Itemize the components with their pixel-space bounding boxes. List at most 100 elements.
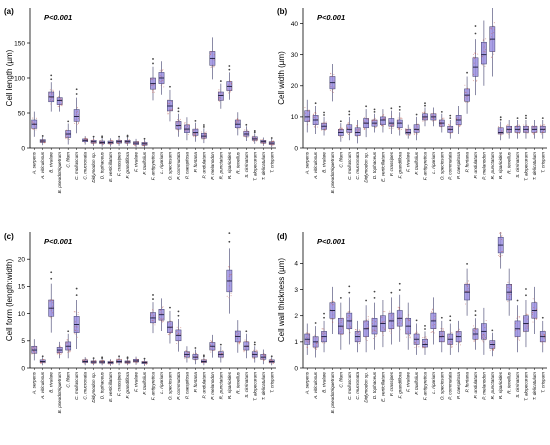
jitter-point [120,362,122,364]
jitter-point [481,335,483,337]
x-tick-label: T. delicatulum [261,152,266,180]
jitter-point [468,290,470,292]
jitter-point [448,336,450,338]
jitter-point [35,129,37,131]
jitter-point [176,326,178,328]
jitter-point [383,311,385,313]
jitter-point [67,344,69,346]
jitter-point [518,132,521,134]
jitter-point [152,320,154,322]
jitter-point [177,331,179,333]
jitter-point [35,117,38,119]
jitter-point [230,88,232,90]
jitter-point [229,80,231,82]
jitter-point [532,132,534,135]
jitter-point [244,129,246,131]
jitter-point [154,320,156,322]
jitter-point [540,133,542,135]
jitter-point [339,130,341,132]
jitter-point [390,332,392,334]
jitter-point [60,346,62,348]
x-tick-label: T. alopecurum [523,152,528,181]
jitter-point [415,341,417,344]
jitter-point [307,342,309,344]
x-tick-label: T. crispum [540,372,545,393]
x-tick-label: P. fontana [465,152,470,173]
outlier-point [126,134,129,137]
y-tick-label: 100 [14,75,25,82]
jitter-point [316,337,318,339]
jitter-point [169,111,171,114]
jitter-point [457,117,459,119]
jitter-point [48,300,50,302]
x-tick-label: D. tophaceus [372,371,377,399]
jitter-point [347,122,349,124]
jitter-point [213,59,215,61]
jitter-point [77,330,79,332]
outlier-point [177,314,180,317]
jitter-point [544,337,546,339]
x-tick-label: B. rivulare [322,152,327,173]
jitter-point [112,363,114,365]
jitter-point [307,124,309,126]
jitter-point [175,122,177,124]
jitter-point [492,349,494,351]
jitter-point [178,119,180,122]
jitter-point [238,333,240,335]
jitter-point [431,113,433,115]
jitter-point [159,309,161,311]
jitter-point [180,327,182,329]
jitter-point [439,126,441,128]
jitter-point [210,52,212,54]
jitter-point [135,357,137,360]
jitter-point [500,232,502,234]
jitter-point [491,36,493,38]
jitter-point [481,60,483,62]
jitter-point [184,122,186,124]
jitter-point [34,347,36,350]
jitter-point [243,136,245,138]
outlier-point [41,355,44,358]
jitter-point [455,343,457,345]
box-p-melanodon [481,41,487,65]
jitter-point [331,311,333,313]
jitter-point [455,118,458,120]
panel-letter: (b) [277,7,288,16]
outlier-point [398,289,401,291]
jitter-point [374,127,376,129]
jitter-point [457,331,459,333]
jitter-point [401,323,403,325]
jitter-point [57,105,59,107]
jitter-point [67,342,69,344]
jitter-point [341,127,343,129]
jitter-point [256,140,258,142]
jitter-point [313,125,315,127]
box-r-punctatum [217,91,224,101]
jitter-point [499,253,501,255]
jitter-point [211,346,213,348]
x-tick-label: P. commutata [448,372,453,400]
jitter-point [229,91,231,93]
jitter-point [544,341,546,343]
jitter-point [229,90,232,92]
outlier-point [169,306,171,309]
jitter-point [52,97,54,99]
outlier-point [323,111,325,114]
jitter-point [247,136,249,138]
jitter-point [397,306,399,308]
x-tick-label: P. undulatum [201,372,206,399]
p-value-annotation: P<0.001 [317,13,345,22]
jitter-point [500,134,502,137]
jitter-point [383,124,385,126]
jitter-point [255,349,257,351]
jitter-point [493,53,495,55]
jitter-point [272,144,274,146]
jitter-point [543,330,546,332]
jitter-point [399,314,401,316]
jitter-point [474,331,476,333]
jitter-point [252,137,254,139]
jitter-point [137,141,139,143]
panel-2: (b) P<0.001 Cell width (µm) 0 10 20 30 40 A. ser… [277,7,547,193]
jitter-point [69,350,71,352]
jitter-point [51,93,53,95]
